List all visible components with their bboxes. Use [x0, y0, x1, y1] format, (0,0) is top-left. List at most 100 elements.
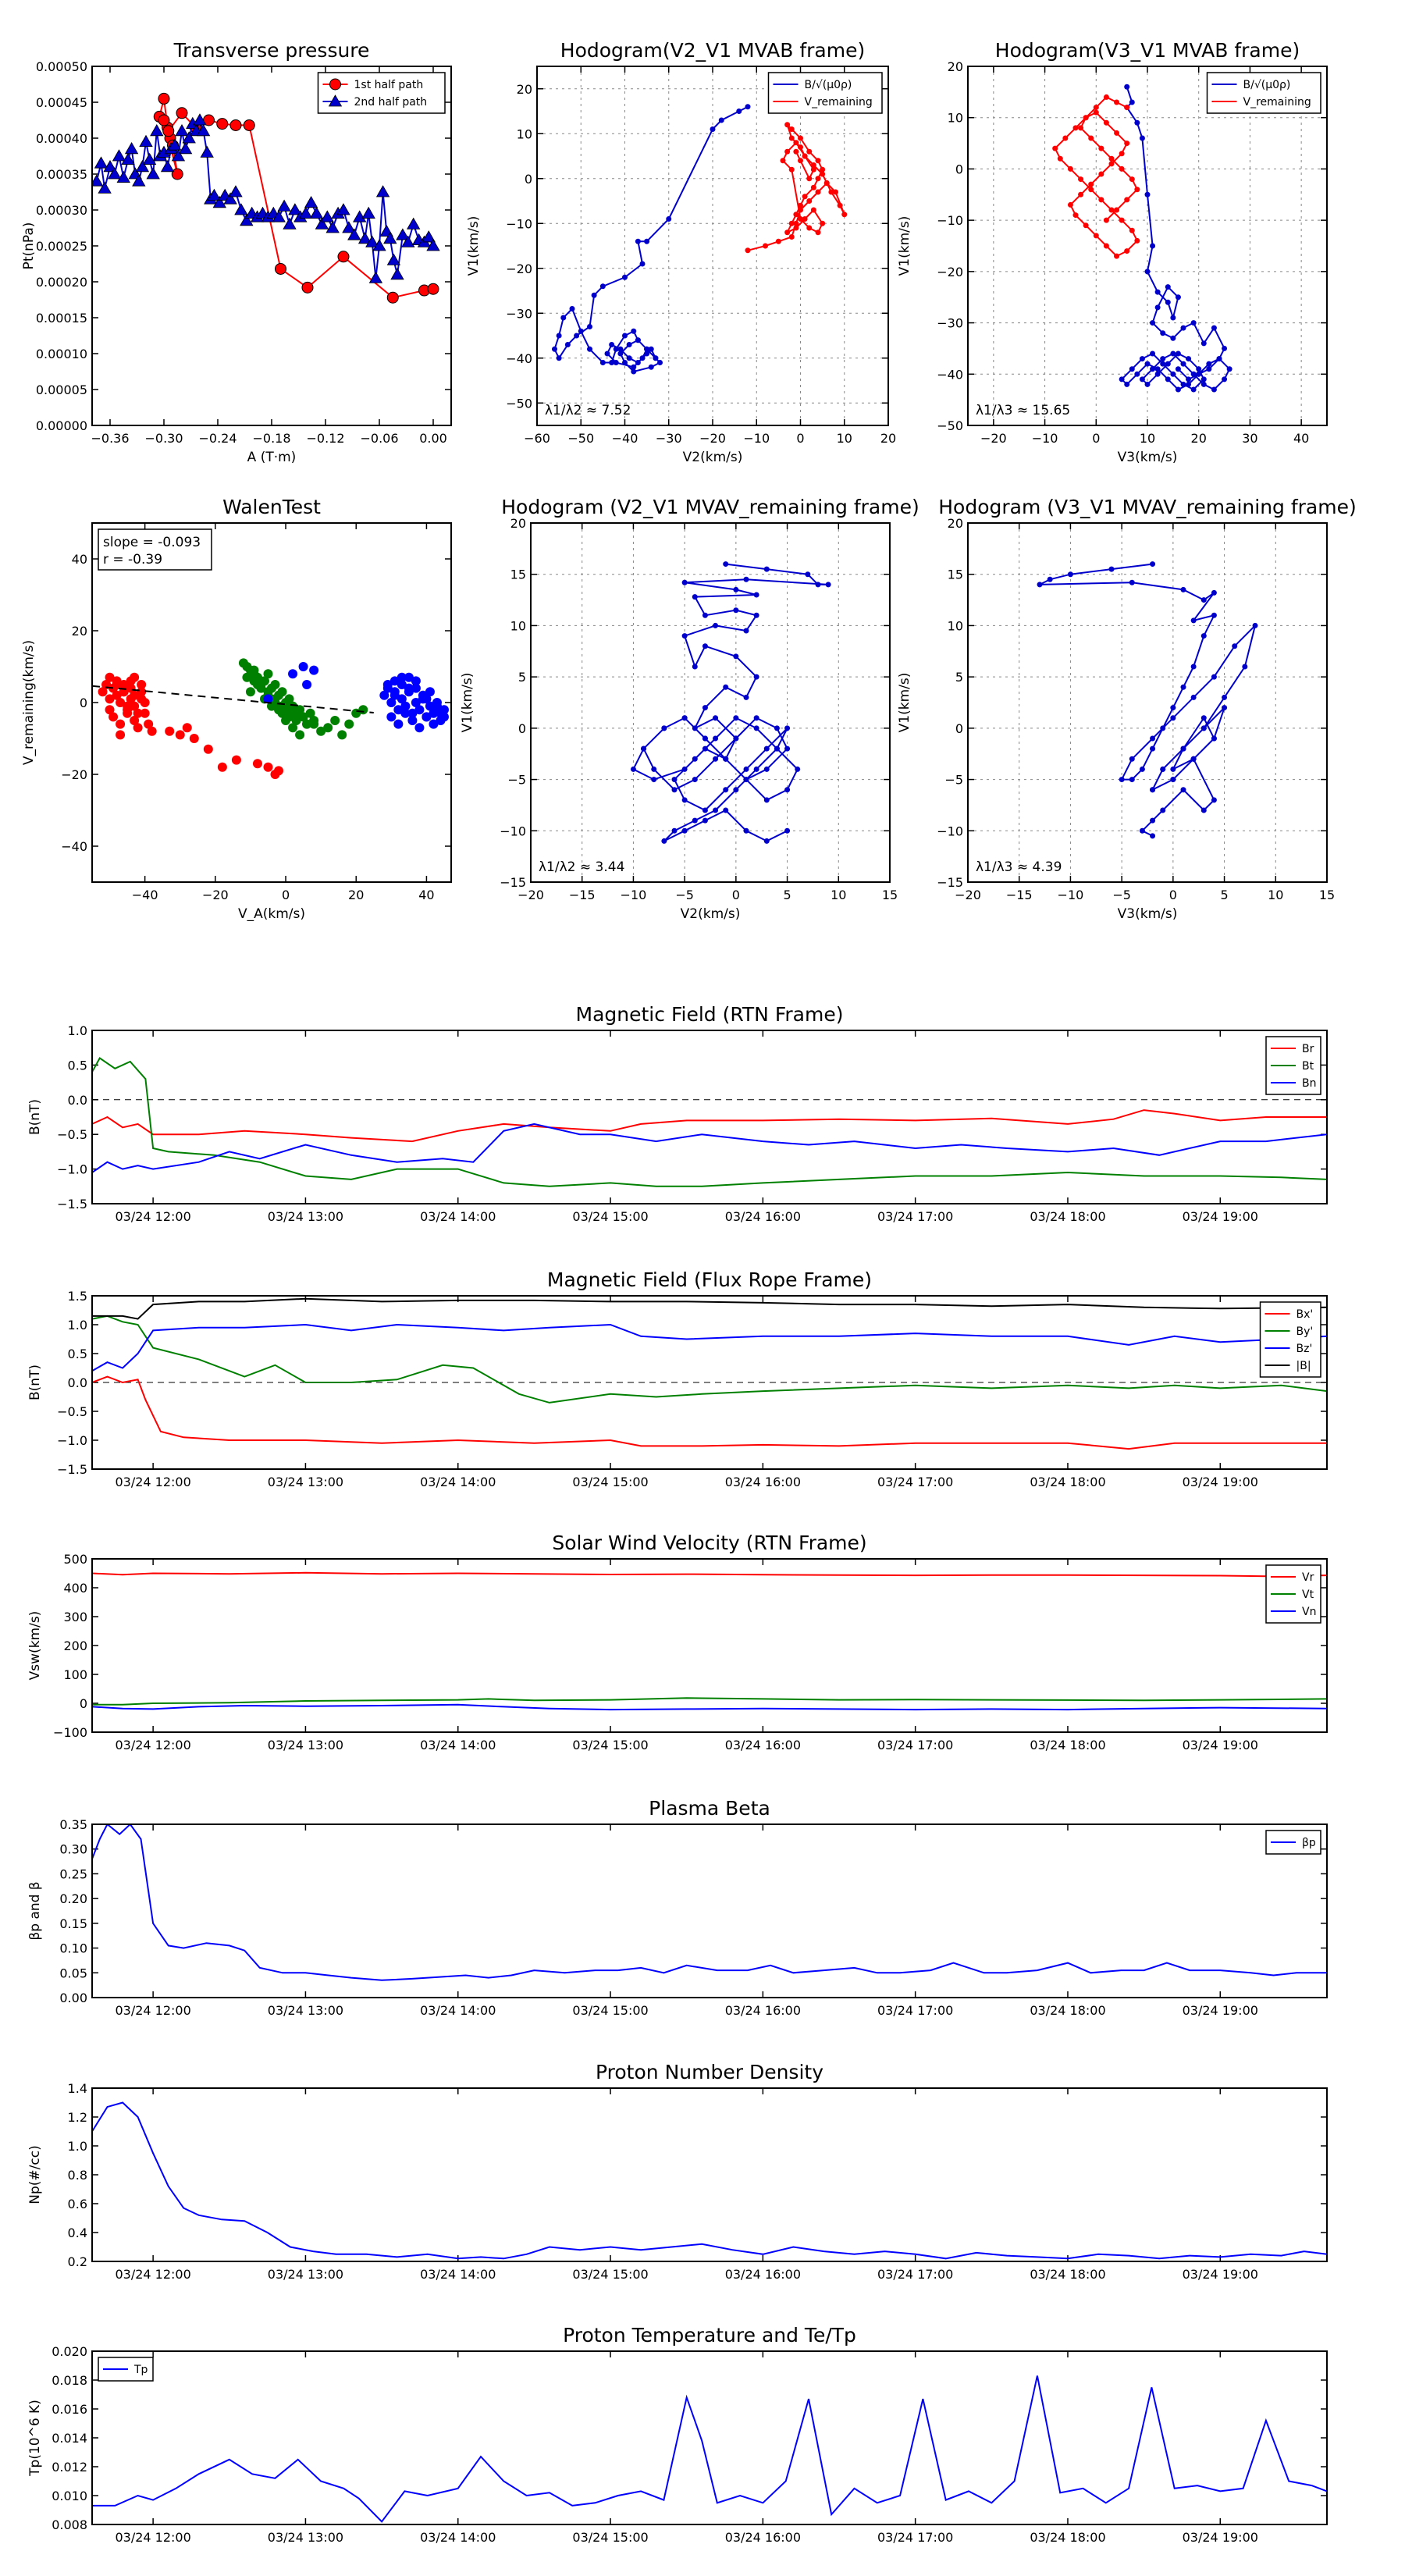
- data-point: [798, 158, 803, 164]
- y-tick-label: 400: [63, 1581, 87, 1596]
- data-point: [200, 145, 214, 158]
- data-point: [1047, 576, 1053, 582]
- data-point: [1108, 566, 1115, 572]
- x-tick-label: 15: [1319, 888, 1335, 902]
- data-point: [631, 364, 637, 370]
- y-tick-label: 0: [80, 1696, 87, 1711]
- data-point: [223, 192, 237, 205]
- data-point: [126, 694, 136, 704]
- series-1: [1052, 94, 1140, 259]
- data-point: [556, 333, 562, 339]
- series-line: [92, 1703, 1327, 1711]
- plot-area: [552, 104, 848, 375]
- y-tick-label: 1.2: [68, 2110, 87, 2125]
- data-point: [723, 561, 729, 568]
- x-tick-label: −15: [1006, 888, 1033, 902]
- plot-frame: [91, 2350, 1328, 2525]
- data-point: [1180, 325, 1186, 331]
- data-point: [121, 152, 135, 165]
- y-tick-label: −10: [506, 216, 532, 231]
- data-point: [1154, 304, 1161, 311]
- data-point: [631, 368, 637, 375]
- series-line: [92, 1571, 1327, 1578]
- legend: βp: [1265, 1830, 1321, 1855]
- annotation-box: [98, 528, 212, 571]
- plot-area: [1037, 561, 1258, 839]
- data-point: [622, 360, 628, 365]
- data-point: [397, 680, 407, 689]
- data-point: [178, 141, 193, 155]
- x-tick-label: 5: [1220, 888, 1228, 902]
- data-point: [1124, 381, 1130, 387]
- data-point: [823, 180, 830, 186]
- data-point: [212, 195, 226, 208]
- x-tick-label: 03/24 12:00: [115, 2267, 190, 2282]
- data-point: [1114, 99, 1120, 105]
- y-tick-label: −40: [506, 351, 532, 366]
- data-point: [1211, 735, 1217, 742]
- data-point: [267, 701, 276, 711]
- data-point: [743, 576, 749, 582]
- y-tick-label: 0.2: [68, 2254, 87, 2269]
- chart-title: Hodogram (V3_V1 MVAV_remaining frame): [938, 496, 1357, 518]
- y-axis-label: Pt(nPa): [21, 222, 37, 270]
- data-point: [1119, 165, 1125, 172]
- data-point: [788, 126, 795, 132]
- data-point: [644, 346, 650, 352]
- plot-frame: [967, 66, 1328, 426]
- data-point: [763, 566, 770, 572]
- x-tick-label: 03/24 14:00: [420, 1209, 496, 1224]
- data-point: [802, 153, 808, 159]
- plot-area: [92, 92, 440, 304]
- data-point: [1144, 361, 1151, 367]
- data-point: [763, 745, 770, 752]
- data-point: [135, 159, 150, 173]
- x-tick-label: −20: [955, 888, 981, 902]
- data-point: [112, 680, 122, 689]
- data-point: [609, 342, 615, 347]
- x-tick-label: 03/24 17:00: [877, 1209, 953, 1224]
- series-1: [92, 113, 440, 283]
- y-tick-label: 500: [63, 1552, 87, 1567]
- data-point: [1170, 335, 1176, 341]
- data-point: [108, 712, 119, 722]
- data-point: [1108, 207, 1115, 213]
- data-point: [617, 346, 624, 352]
- y-tick-label: 0.05: [59, 1966, 87, 1980]
- legend: 1st half path 2nd half path: [317, 72, 446, 114]
- data-point: [775, 238, 781, 244]
- plot-area: [92, 1571, 1327, 1711]
- data-point: [599, 360, 606, 365]
- legend-label: Vr: [1302, 1571, 1314, 1584]
- data-point: [1170, 705, 1176, 711]
- data-point: [1190, 371, 1197, 377]
- data-point: [375, 185, 390, 197]
- x-tick-label: −40: [612, 431, 638, 446]
- series-0: [92, 2101, 1327, 2260]
- data-point: [788, 220, 795, 226]
- data-point: [298, 712, 308, 722]
- x-tick-label: −0.36: [91, 431, 129, 446]
- x-tick-label: 03/24 16:00: [725, 2003, 801, 2018]
- data-point: [1129, 579, 1135, 585]
- data-point: [283, 217, 297, 229]
- data-point: [249, 665, 259, 675]
- data-point: [1175, 386, 1181, 393]
- data-point: [1093, 105, 1099, 111]
- chart-title: Proton Number Density: [596, 2061, 823, 2083]
- data-point: [774, 745, 780, 752]
- data-point: [140, 698, 150, 707]
- data-point: [425, 701, 435, 711]
- series-0: [92, 1109, 1327, 1143]
- plot-area: [630, 561, 831, 844]
- data-point: [702, 745, 708, 752]
- data-point: [793, 225, 799, 231]
- data-point: [1103, 94, 1109, 100]
- data-point: [291, 705, 301, 715]
- y-tick-label: 40: [72, 552, 87, 567]
- y-tick-label: 5: [955, 670, 963, 685]
- y-tick-label: 0.00030: [36, 203, 87, 218]
- legend-label: Vn: [1302, 1606, 1316, 1618]
- y-axis-label: Vsw(km/s): [27, 1611, 43, 1681]
- y-axis-label: V_remaining(km/s): [21, 640, 37, 765]
